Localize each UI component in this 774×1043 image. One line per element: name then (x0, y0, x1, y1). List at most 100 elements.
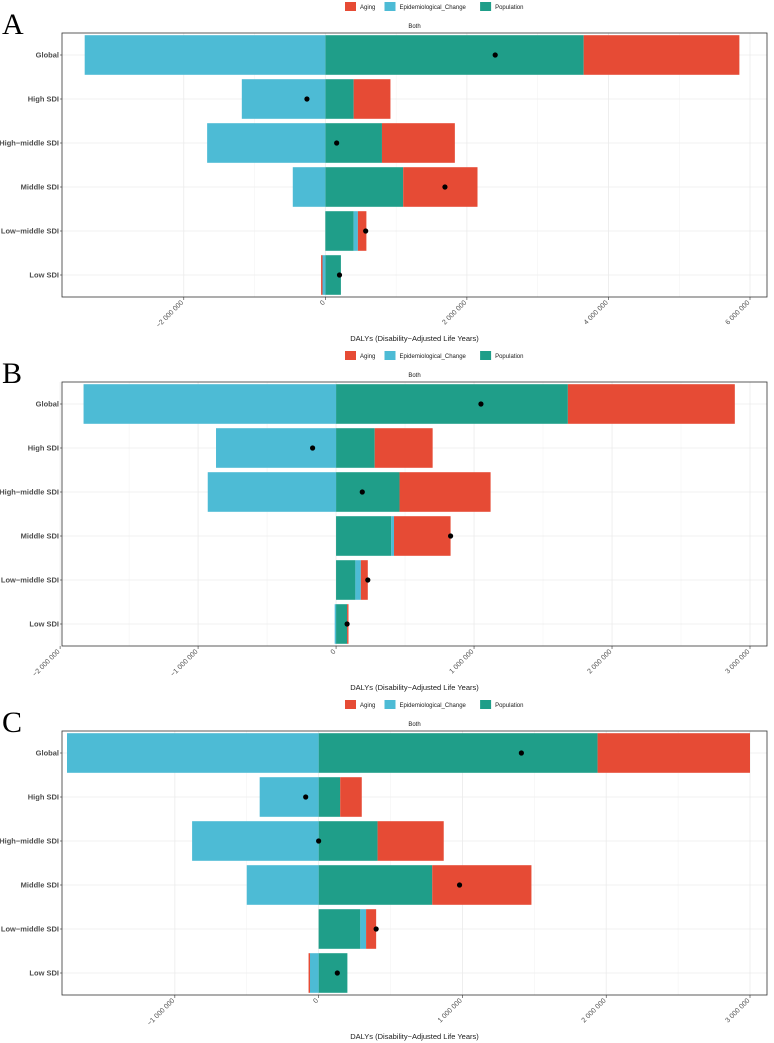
bar-population (336, 472, 400, 512)
bar-population (318, 733, 598, 773)
category-label: Middle SDI (21, 183, 59, 192)
legend-label: Aging (360, 5, 375, 11)
strip-label: Both (408, 24, 420, 30)
x-tick-label: −1 000 000 (170, 648, 200, 678)
legend-label: Aging (360, 354, 375, 360)
x-tick-label: 2 000 000 (586, 648, 613, 675)
category-label: High SDI (28, 444, 59, 453)
bar-epidemiological_change (334, 604, 337, 644)
x-tick-label: −2 000 000 (155, 299, 185, 329)
net-change-point (518, 750, 524, 756)
bar-epidemiological_change (310, 953, 319, 993)
net-change-point (310, 445, 316, 451)
bar-aging (374, 428, 433, 468)
legend-key-population (480, 351, 492, 360)
legend-key-epidemiological_change (384, 2, 396, 11)
category-label: Low SDI (29, 271, 59, 280)
bar-epidemiological_change (192, 821, 319, 861)
bar-aging (399, 472, 491, 512)
panel-letter: A (2, 8, 24, 41)
bar-population (336, 604, 348, 644)
category-label: Middle SDI (21, 532, 59, 541)
x-tick-label: 1 000 000 (437, 997, 464, 1024)
x-tick-label: 2 000 000 (441, 299, 468, 326)
bar-population (336, 428, 375, 468)
category-label: High−middle SDI (0, 837, 59, 846)
bar-population (318, 865, 433, 905)
bar-population (336, 516, 392, 556)
bar-epidemiological_change (360, 909, 367, 949)
net-change-point (316, 838, 322, 844)
strip-label: Both (408, 373, 420, 379)
legend-key-epidemiological_change (384, 700, 396, 709)
bar-epidemiological_change (241, 79, 326, 119)
bar-population (318, 909, 361, 949)
bar-epidemiological_change (67, 733, 319, 773)
panel-B: Aging Epidemiological_Change Population Bot… (0, 351, 768, 692)
net-change-point (303, 794, 309, 800)
bar-epidemiological_change (207, 472, 337, 512)
legend-key-population (480, 700, 492, 709)
x-tick-label: 3 000 000 (724, 997, 751, 1024)
bar-epidemiological_change (391, 516, 395, 556)
bar-aging (403, 167, 478, 207)
category-label: Low−middle SDI (1, 925, 59, 934)
legend-label: Epidemiological_Change (400, 703, 467, 709)
x-tick-label: 2 000 000 (581, 997, 608, 1024)
x-axis-label: DALYs (Disability−Adjusted Life Years) (350, 334, 479, 343)
x-tick-label: 3 000 000 (724, 648, 751, 675)
category-label: High SDI (28, 95, 59, 104)
bar-population (325, 79, 354, 119)
net-change-point (456, 882, 463, 888)
legend-key-aging (345, 700, 356, 709)
bar-aging (360, 560, 368, 600)
bar-epidemiological_change (83, 384, 337, 424)
panel-A: Aging Epidemiological_Change Population Bot… (0, 2, 768, 343)
strip-label: Both (408, 722, 420, 728)
net-change-point (447, 533, 454, 539)
plot-background (62, 33, 767, 297)
net-change-point (334, 140, 340, 146)
x-tick-label: −1 000 000 (146, 997, 176, 1027)
plot-background (62, 731, 767, 995)
category-label: Low−middle SDI (1, 227, 59, 236)
x-tick-label: 0 (319, 299, 327, 307)
legend-key-aging (345, 351, 356, 360)
category-label: Middle SDI (21, 881, 59, 890)
x-tick-label: −2 000 000 (32, 648, 62, 678)
x-tick-label: 4 000 000 (583, 299, 610, 326)
category-label: Global (36, 400, 59, 409)
x-tick-label: 0 (330, 648, 338, 656)
bar-population (325, 35, 584, 75)
bar-population (318, 953, 348, 993)
net-change-point (373, 926, 379, 932)
bar-epidemiological_change (207, 123, 326, 163)
bar-epidemiological_change (84, 35, 326, 75)
bar-epidemiological_change (246, 865, 319, 905)
bar-epidemiological_change (292, 167, 326, 207)
bar-population (318, 777, 341, 817)
net-change-point (359, 489, 365, 495)
net-change-point (365, 577, 371, 583)
bar-population (325, 123, 382, 163)
x-axis-label: DALYs (Disability−Adjusted Life Years) (350, 1032, 479, 1041)
category-label: Low SDI (29, 969, 59, 978)
bar-aging (394, 516, 451, 556)
bar-population (325, 167, 404, 207)
net-change-point (344, 621, 350, 627)
x-tick-label: 6 000 000 (724, 299, 751, 326)
bar-aging (381, 123, 455, 163)
bar-population (325, 255, 341, 295)
bar-population (325, 211, 354, 251)
legend-key-epidemiological_change (384, 351, 396, 360)
legend-label: Epidemiological_Change (400, 354, 467, 360)
net-change-point (336, 272, 343, 278)
bar-epidemiological_change (216, 428, 337, 468)
net-change-point (334, 970, 340, 976)
bar-aging (597, 733, 750, 773)
x-tick-label: 1 000 000 (448, 648, 475, 675)
bar-aging (353, 79, 391, 119)
net-change-point (492, 52, 498, 58)
bar-aging (321, 255, 323, 295)
